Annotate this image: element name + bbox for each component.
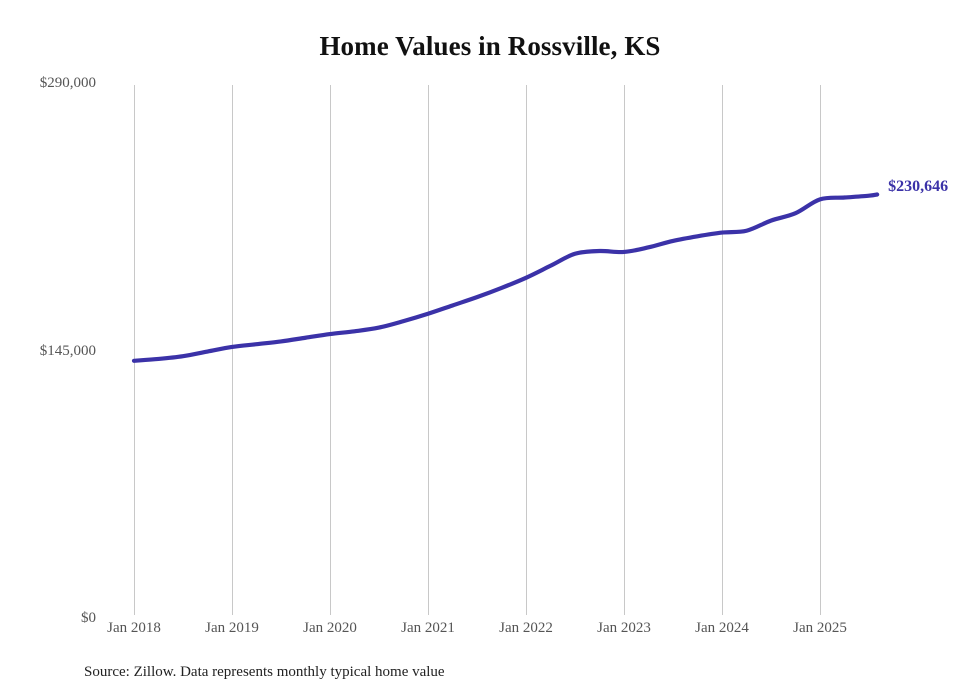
gridline-jan-2023 [624,85,625,615]
chart-title: Home Values in Rossville, KS [319,31,661,61]
gridline-jan-2018 [134,85,135,615]
gridline-jan-2024 [722,85,723,615]
gridline-jan-2022 [526,85,527,615]
x-axis-tick-label: Jan 2024 [695,620,749,636]
x-axis-tick-label: Jan 2021 [401,620,455,636]
y-axis-tick-label: $0 [81,610,96,626]
x-axis-tick-label: Jan 2025 [793,620,847,636]
gridline-jan-2021 [428,85,429,615]
x-axis-tick-label: Jan 2023 [597,620,651,636]
x-axis-tick-label: Jan 2018 [107,620,161,636]
x-axis-tick-label: Jan 2022 [499,620,553,636]
gridline-jan-2019 [232,85,233,615]
x-axis-tick-label: Jan 2019 [205,620,259,636]
y-axis-tick-label: $145,000 [39,342,96,359]
end-value-label: $230,646 [888,178,949,196]
y-axis-tick-label: $290,000 [39,75,96,91]
x-axis-tick-label: Jan 2020 [303,620,357,636]
gridline-jan-2025 [820,85,821,615]
source-note: Source: Zillow. Data represents monthly … [84,664,445,680]
gridline-jan-2020 [330,85,331,615]
